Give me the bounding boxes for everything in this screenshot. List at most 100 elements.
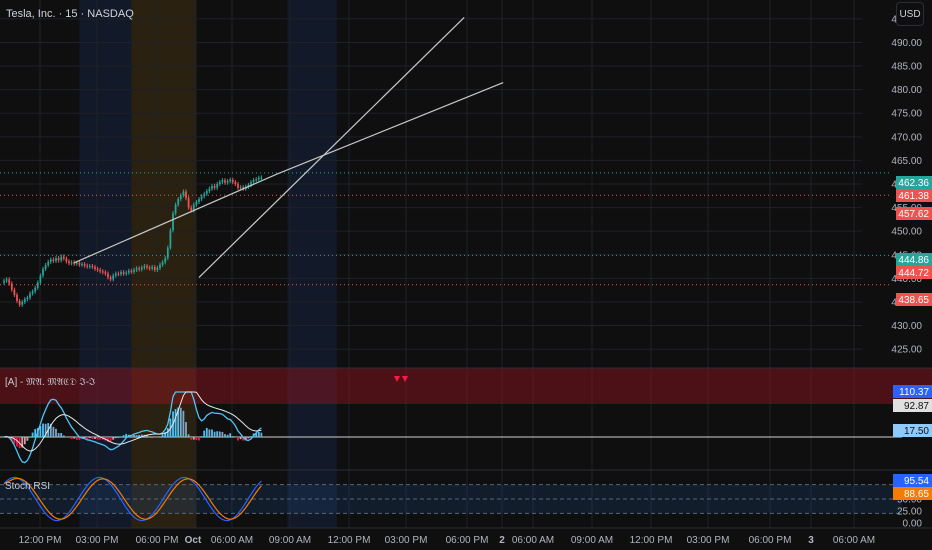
time-tick-label: 12:00 PM [328, 535, 371, 546]
macd-histogram-bar [146, 435, 148, 437]
candle-body [224, 180, 226, 183]
candle-body [185, 191, 187, 199]
trendline [276, 82, 504, 175]
macd-histogram-bar [117, 437, 120, 438]
time-tick-label: 06:00 PM [446, 535, 489, 546]
macd-histogram-bar [55, 428, 57, 437]
macd-histogram-bar [49, 423, 52, 437]
candle-body [156, 267, 159, 270]
macd-histogram-bar [29, 436, 31, 437]
macd-value-badge [893, 399, 932, 412]
candle-body [133, 269, 135, 272]
price-label-text: 457.62 [898, 209, 929, 220]
candle-body [192, 204, 195, 211]
price-tick-label: 490.00 [891, 38, 922, 49]
candle-body [104, 272, 107, 274]
macd-value-text: 17.50 [904, 426, 929, 437]
macd-histogram-bar [112, 437, 115, 440]
macd-histogram-bar [151, 436, 154, 437]
price-label-text: 462.36 [898, 178, 929, 189]
price-tick-label: 430.00 [891, 321, 922, 332]
time-tick-label: 12:00 PM [630, 535, 673, 546]
candle-body [213, 185, 216, 188]
macd-histogram-bar [182, 410, 185, 437]
macd-value-text: 110.37 [899, 387, 929, 398]
candle-body [96, 268, 99, 270]
stoch-value-text: 88.65 [904, 489, 929, 500]
candle-body [172, 213, 174, 231]
macd-histogram-bar [224, 434, 226, 437]
candle-body [151, 267, 154, 269]
macd-histogram-bar [107, 437, 109, 442]
candle-body [257, 177, 260, 180]
candle-body [8, 279, 11, 284]
macd-histogram-bar [70, 437, 73, 439]
candle-body [107, 273, 109, 278]
macd-histogram-bar [73, 437, 76, 439]
candle-body [109, 277, 112, 280]
macd-histogram-bar [31, 432, 34, 437]
stoch-value-badge [893, 487, 932, 500]
macd-histogram-bar [205, 427, 208, 437]
macd-histogram-bar [218, 431, 221, 437]
trendline [198, 17, 465, 278]
price-label-badge [896, 266, 932, 279]
macd-histogram-bar [242, 437, 245, 441]
trendline [73, 173, 278, 264]
price-tick-label: 440.00 [891, 274, 922, 285]
time-tick-label: 06:00 PM [749, 535, 792, 546]
candle-body [39, 275, 42, 283]
macd-histogram-bar [221, 431, 224, 437]
candle-body [237, 184, 239, 188]
candle-body [242, 187, 245, 189]
time-axis: 12:00 PM 03:00 PM 06:00 PM Oct 06:00 AM 09:00… [19, 535, 876, 546]
candle-body [91, 266, 94, 268]
candle-body [218, 182, 221, 184]
candle-body [255, 179, 258, 181]
session-band [287, 0, 337, 528]
candle-body [166, 247, 169, 259]
price-label-badge [896, 253, 932, 266]
candle-body [52, 259, 55, 261]
macd-histogram-bar [42, 423, 44, 437]
macd-histogram-bar [237, 437, 239, 441]
time-tick-label: 06:00 AM [211, 535, 253, 546]
macd-histogram-bar [198, 437, 200, 441]
time-tick-label: 2 [499, 535, 505, 546]
macd-histogram-bar [190, 437, 193, 440]
macd-value-text: 92.87 [904, 401, 929, 412]
macd-histogram-bar [231, 436, 234, 437]
macd-histogram-bar [140, 434, 143, 437]
candle-body [127, 270, 130, 273]
candle-body [125, 272, 128, 274]
price-tick-label: 470.00 [891, 132, 922, 143]
macd-histogram-bar [138, 435, 141, 437]
candle-body [3, 280, 5, 283]
candle-body [216, 184, 219, 188]
macd-histogram-bar [26, 437, 29, 441]
candle-body [73, 262, 76, 264]
candle-body [10, 283, 13, 290]
stoch-tick-label: 0.00 [903, 519, 923, 530]
macd-histogram-bar [250, 436, 252, 437]
candle-body [159, 264, 161, 268]
macd-histogram-bar [23, 437, 26, 445]
candle-body [34, 287, 37, 292]
candle-body [94, 267, 96, 269]
macd-histogram-bar [200, 436, 203, 437]
macd-histogram-bar [39, 426, 42, 437]
currency-button[interactable]: USD [896, 2, 924, 26]
candle-body [122, 272, 125, 274]
macd-histogram-bar [83, 437, 86, 439]
candle-body [81, 264, 83, 266]
candle-body [140, 267, 143, 270]
macd-histogram-bar [195, 437, 198, 441]
macd-histogram-bar [125, 433, 128, 437]
stoch-k-line [3, 476, 262, 522]
candle-body [229, 179, 232, 182]
candle-body [26, 297, 29, 300]
macd-histogram-bar [44, 423, 47, 437]
candle-body [174, 204, 177, 214]
macd-histogram-bar [52, 426, 55, 437]
